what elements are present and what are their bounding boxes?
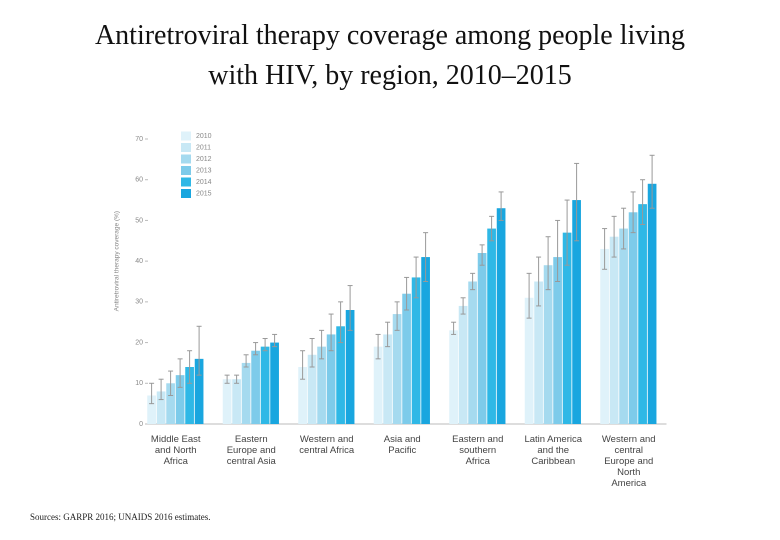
bar [241, 362, 251, 424]
bar [477, 253, 487, 424]
bar [336, 326, 345, 424]
bar [185, 367, 194, 424]
legend-label: 2014 [196, 179, 212, 186]
y-axis-label: Antiretroviral therapy coverage (%) [114, 211, 121, 311]
bar [553, 257, 562, 424]
bar [251, 350, 260, 424]
bar [175, 375, 185, 424]
legend-swatch [181, 166, 191, 175]
bar [260, 346, 270, 424]
bar [600, 248, 609, 424]
legend-label: 2011 [196, 144, 211, 151]
bar [232, 379, 241, 424]
bar [609, 236, 619, 424]
y-tick-label: 10 [135, 380, 143, 387]
bar [411, 277, 421, 424]
x-tick-label: Middle East and North Africa [150, 434, 201, 467]
legend-label: 2013 [196, 167, 212, 174]
bar [392, 314, 402, 424]
bar [647, 183, 657, 424]
bar [194, 358, 204, 424]
x-tick-label: Western and central Africa [299, 434, 355, 456]
bar [487, 228, 496, 424]
y-tick-label: 70 [135, 136, 143, 143]
bar [156, 391, 166, 424]
bar [345, 310, 355, 424]
x-tick-label: Eastern and southern Africa [452, 434, 504, 467]
bar [317, 346, 326, 424]
bar [166, 383, 175, 424]
bar [449, 330, 458, 424]
legend-swatch [181, 189, 191, 198]
bar [270, 342, 279, 424]
y-tick-label: 60 [135, 177, 143, 184]
bar [383, 334, 392, 424]
legend-swatch [181, 131, 191, 141]
legend-swatch [181, 143, 191, 152]
bar [638, 204, 647, 424]
legend-label: 2010 [196, 133, 212, 140]
bar [402, 293, 411, 424]
x-tick-label: Latin America and the Caribbean [524, 434, 583, 467]
bar [628, 212, 638, 424]
legend-label: 2015 [196, 190, 212, 197]
bar [496, 208, 506, 424]
chart-title: Antiretroviral therapy coverage among pe… [94, 20, 686, 91]
bar [222, 379, 232, 424]
x-tick-label: Asia and Pacific [383, 434, 421, 456]
bar [458, 305, 468, 424]
y-tick-label: 0 [139, 421, 143, 428]
x-tick-label: Eastern Europe and central Asia [226, 434, 276, 467]
bar [373, 346, 383, 424]
bar [307, 354, 317, 424]
y-tick-label: 30 [135, 299, 143, 306]
bar [534, 281, 543, 424]
x-tick-label: Western and central Europe and North Ame… [601, 434, 656, 489]
bar [562, 232, 572, 424]
bar [543, 265, 553, 424]
bar [468, 281, 477, 424]
bar [298, 367, 307, 424]
legend-swatch [181, 154, 191, 164]
y-tick-label: 20 [135, 339, 143, 346]
bar [572, 200, 581, 424]
source-note: Sources: GARPR 2016; UNAIDS 2016 estimat… [30, 512, 211, 522]
y-tick-label: 50 [135, 217, 143, 224]
bar [421, 257, 430, 424]
y-tick-label: 40 [135, 258, 143, 265]
bar [619, 228, 628, 424]
legend-swatch [181, 177, 191, 187]
bar [147, 395, 156, 424]
bar [326, 334, 336, 424]
legend-label: 2012 [196, 156, 212, 163]
bar [524, 297, 534, 424]
